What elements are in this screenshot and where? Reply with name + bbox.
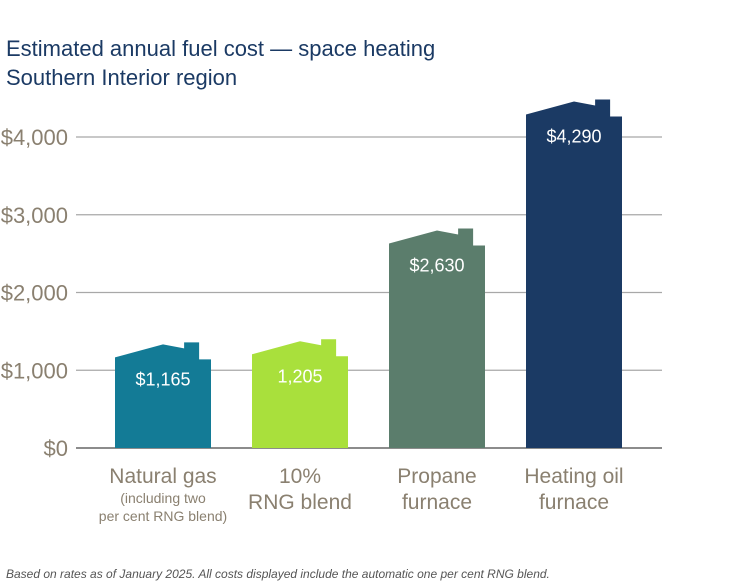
bar-value-label: 1,205 [277, 366, 322, 386]
bar-value-label: $4,290 [546, 126, 601, 146]
bar-group: 1,205 [252, 339, 348, 448]
category-label: furnace [402, 491, 472, 514]
bar-group: $2,630 [389, 228, 485, 448]
y-tick-label: $4,000 [1, 125, 68, 150]
category-label: furnace [539, 491, 609, 514]
bar-group: $4,290 [526, 99, 622, 448]
y-axis-tick-labels: $0 $1,000 $2,000 $3,000 $4,000 [1, 125, 68, 461]
category-label: RNG blend [248, 491, 352, 514]
bar-value-label: $1,165 [135, 369, 190, 389]
footnote: Based on rates as of January 2025. All c… [6, 567, 550, 581]
bar [252, 339, 348, 448]
category-label: Natural gas [109, 465, 216, 488]
bar-value-label: $2,630 [409, 256, 464, 276]
bar [526, 99, 622, 448]
chart-subtitle: Southern Interior region [6, 65, 238, 90]
y-tick-label: $3,000 [1, 203, 68, 228]
chart-title: Estimated annual fuel cost — space heati… [6, 36, 436, 61]
category-label: 10% [279, 465, 321, 488]
category-label: Heating oil [524, 465, 623, 488]
category-sublabel: per cent RNG blend) [99, 508, 227, 524]
x-axis-category-labels: Natural gas (including two per cent RNG bl… [99, 465, 624, 524]
category-sublabel: (including two [120, 490, 206, 506]
bar [389, 228, 485, 448]
bar [115, 342, 211, 448]
bar-group: $1,165 [115, 342, 211, 448]
fuel-cost-bar-chart: $0 $1,000 $2,000 $3,000 $4,000 $1,165 1,205 $2… [1, 99, 662, 524]
y-tick-label: $1,000 [1, 358, 68, 383]
category-label: Propane [397, 465, 476, 488]
y-tick-label: $2,000 [1, 281, 68, 306]
y-tick-label: $0 [44, 436, 68, 461]
bars: $1,165 1,205 $2,630 $4,290 [115, 99, 622, 448]
chart-title-block: Estimated annual fuel cost — space heati… [6, 34, 435, 92]
